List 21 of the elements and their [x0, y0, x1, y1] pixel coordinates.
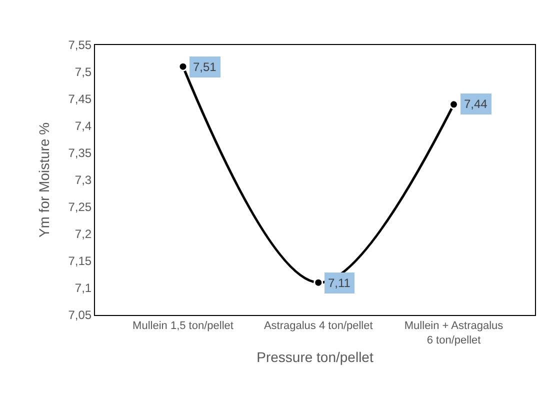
x-tick-label: Mullein 1,5 ton/pellet [132, 320, 234, 332]
point [178, 62, 188, 72]
point [314, 278, 324, 288]
y-tick-label: 7,35 [68, 146, 92, 160]
y-axis-title: Ym for Moisture % [36, 122, 52, 238]
y-tick-label: 7,15 [68, 254, 92, 268]
data-label: 7,51 [193, 60, 217, 74]
y-tick-label: 7,45 [68, 92, 92, 106]
y-tick-label: 7,3 [74, 173, 92, 188]
y-tick-label: 7,55 [68, 38, 92, 52]
data-label: 7,44 [464, 97, 488, 111]
y-tick-label: 7,25 [68, 200, 92, 214]
y-tick-label: 7,2 [74, 227, 92, 242]
y-tick-label: 7,4 [74, 119, 92, 134]
x-tick-label: Mullein + Astragalus 6 ton/pellet [404, 320, 504, 346]
y-tick-label: 7,1 [74, 281, 92, 296]
data-label: 7,11 [328, 276, 351, 290]
y-tick-label: 7,5 [74, 65, 92, 80]
x-axis-title: Pressure ton/pellet [256, 348, 374, 365]
x-tick-label: Astragalus 4 ton/pellet [264, 320, 373, 332]
y-tick-label: 7,05 [68, 308, 92, 322]
